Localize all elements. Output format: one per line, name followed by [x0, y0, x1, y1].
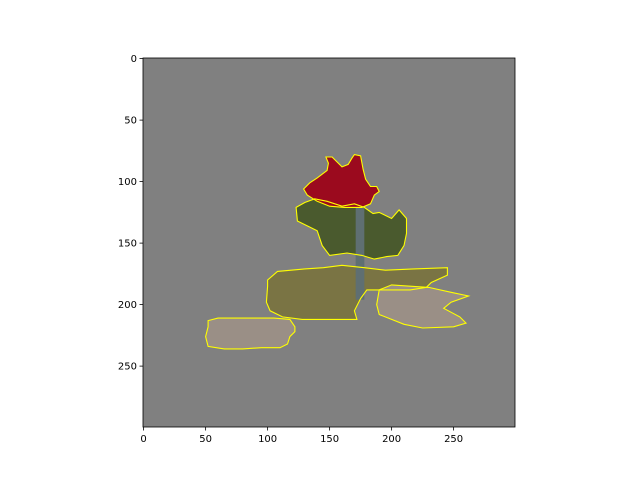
sidewalk-region	[376, 284, 469, 328]
x-tick-label: 50	[199, 434, 212, 445]
y-tick-label: 0	[131, 54, 137, 65]
axes-frame	[142, 57, 516, 428]
y-tick-label: 50	[124, 116, 137, 127]
asphalt-outline	[205, 317, 296, 350]
ground-outline	[265, 264, 448, 320]
y-tick-label: 100	[118, 177, 137, 188]
x-tick-label: 200	[382, 434, 401, 445]
sidewalk-outline	[376, 284, 471, 329]
sign-outline	[302, 153, 380, 208]
foliage-region	[296, 198, 407, 260]
x-tick-label: 100	[258, 434, 277, 445]
y-tick-label: 150	[118, 239, 137, 250]
red-sign-shape	[303, 154, 380, 208]
x-tick-label: 250	[444, 434, 463, 445]
foliage-outline	[295, 198, 408, 260]
y-axis: 0 50 100 150 200 250	[118, 54, 143, 373]
x-tick-label: 150	[320, 434, 339, 445]
y-tick-label: 250	[118, 362, 137, 373]
x-tick-label: 0	[140, 434, 146, 445]
y-tick-label: 200	[118, 300, 137, 311]
segmented-image-content	[205, 154, 469, 349]
image-plot-area	[142, 57, 516, 428]
asphalt-patch-region	[205, 318, 295, 349]
x-axis: 0 50 100 150 200 250	[140, 427, 463, 445]
segmentation-outlines	[205, 153, 471, 350]
sign-pole	[355, 203, 365, 300]
